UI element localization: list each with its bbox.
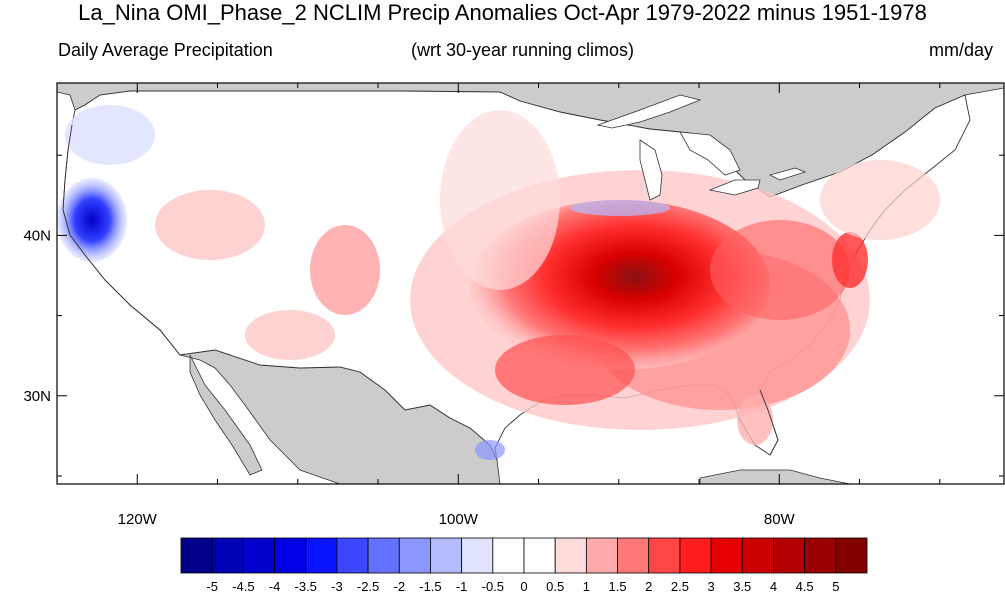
baja-land-mask [189, 354, 263, 476]
axis-ticks: 120W 100W 80W 40N 30N [23, 83, 1004, 528]
colorbar-swatch [648, 537, 681, 574]
colorbar-swatch [585, 537, 618, 574]
colorbar-swatch [367, 537, 400, 574]
cuba-land-mask [699, 469, 851, 484]
arizona-anomaly [245, 310, 335, 360]
great-lakes-blue-anomaly [570, 200, 670, 216]
colorbar-swatch [523, 537, 556, 574]
lon-tick-label: 120W [118, 511, 158, 528]
lat-tick-label: 30N [23, 388, 51, 405]
colorbar-label: 2.5 [671, 579, 689, 594]
colorbar-label: 3 [707, 579, 714, 594]
appalachian-anomaly [710, 220, 850, 320]
anomaly-fields [57, 105, 940, 460]
colorbar-label: -4.5 [232, 579, 254, 594]
colorbar-swatch [804, 537, 837, 574]
colorbar-swatch [336, 537, 369, 574]
colorbar-swatch [617, 537, 650, 574]
map-area [57, 83, 1004, 484]
florida-anomaly [737, 395, 773, 445]
colorbar-swatch [211, 537, 244, 574]
colorbar-label: 4 [770, 579, 777, 594]
south-texas-blue-anomaly [475, 440, 505, 460]
colorbar-swatch [242, 537, 275, 574]
colorbar-swatch [274, 537, 307, 574]
colorbar-swatch [835, 537, 868, 574]
chesapeake-anomaly [832, 232, 868, 288]
units-label: mm/day [928, 40, 993, 60]
subtitle-left: Daily Average Precipitation [58, 40, 273, 60]
colorbar-label: -1 [456, 579, 468, 594]
map-title: La_Nina OMI_Phase_2 NCLIM Precip Anomali… [78, 0, 927, 25]
colorbar-label: 2 [645, 579, 652, 594]
colorbar-swatch [773, 537, 806, 574]
colorbar-swatch [180, 537, 213, 574]
california-blue-anomaly [57, 178, 127, 262]
plains-anomaly [440, 110, 560, 290]
colorbar-label: 5 [832, 579, 839, 594]
colorbar-label: 1.5 [609, 579, 627, 594]
colorbar-swatch [741, 537, 774, 574]
lon-tick-label: 100W [439, 511, 479, 528]
colorbar-label: -3.5 [295, 579, 317, 594]
colorbar-swatch [430, 537, 463, 574]
colorado-anomaly [310, 225, 380, 315]
great-basin-anomaly [155, 190, 265, 260]
colorbar-label: -3 [331, 579, 343, 594]
colorbar-label: 3.5 [733, 579, 751, 594]
subtitle-center: (wrt 30-year running climos) [410, 40, 635, 60]
colorbar-swatch [305, 537, 338, 574]
northeast-anomaly [820, 160, 940, 240]
colorbar-label: -0.5 [482, 579, 504, 594]
pacific-nw-blue-anomaly [65, 105, 155, 165]
colorbar-label: -2.5 [357, 579, 379, 594]
colorbar-label: -5 [206, 579, 218, 594]
colorbar-label: 4.5 [796, 579, 814, 594]
colorbar-swatch [679, 537, 712, 574]
colorbar-label: 0 [520, 579, 527, 594]
map-frame [56, 82, 1005, 485]
colorbar-swatch [710, 537, 743, 574]
colorbar-label: -1.5 [419, 579, 441, 594]
colorbar-swatch [461, 537, 494, 574]
great-lakes [596, 94, 807, 201]
colorbar: -5 -4.5 -4 -3.5 -3 -2.5 -2 -1.5 -1 -0.5 0 0.5 1 1.5 2 2… [180, 537, 868, 594]
coastline [62, 124, 779, 456]
lower-miss-anomaly [495, 335, 635, 405]
colorbar-swatch [492, 537, 525, 574]
colorbar-swatch [398, 537, 431, 574]
colorbar-swatch [554, 537, 587, 574]
lat-tick-label: 40N [23, 227, 51, 244]
colorbar-label: -2 [393, 579, 405, 594]
colorbar-label: 1 [583, 579, 590, 594]
colorbar-label: 0.5 [546, 579, 564, 594]
colorbar-label: -4 [269, 579, 281, 594]
lon-tick-label: 80W [764, 511, 796, 528]
